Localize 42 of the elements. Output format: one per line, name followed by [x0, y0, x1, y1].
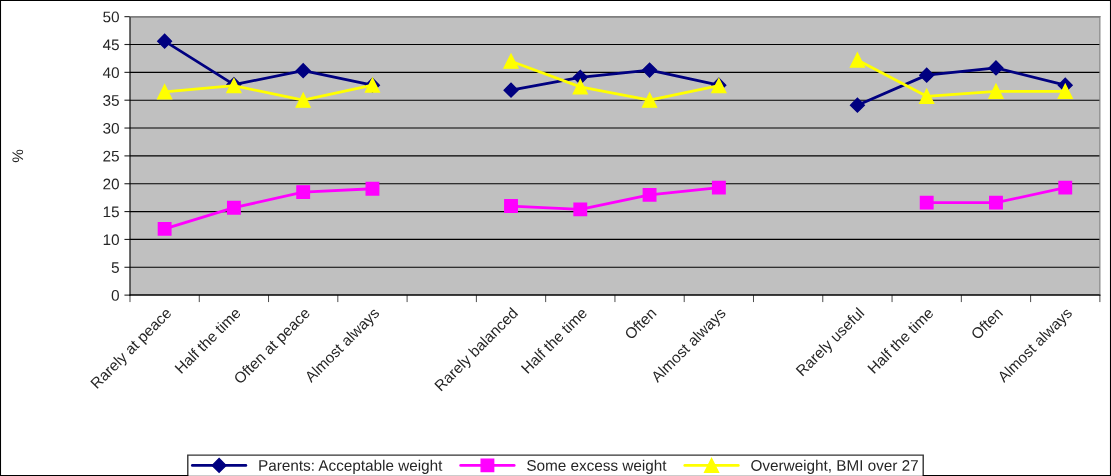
point [849, 52, 866, 68]
y-axis-title: % [12, 149, 24, 163]
point [365, 181, 380, 196]
point [295, 63, 311, 79]
legend-label: Parents: Acceptable weight [259, 459, 443, 474]
point [919, 67, 935, 83]
point [572, 79, 588, 95]
point [503, 82, 519, 98]
point [919, 88, 935, 104]
point [1057, 83, 1073, 99]
legend-label: Some excess weight [527, 459, 667, 474]
y-tick-label: 20 [103, 178, 119, 190]
point [295, 92, 311, 108]
legend-label: Overweight, BMI over 27 [751, 459, 918, 474]
point [919, 195, 934, 210]
y-tick-label: 40 [102, 67, 119, 79]
y-tick-label: 15 [103, 206, 119, 218]
y-tick-label: 30 [103, 122, 119, 134]
point [226, 200, 241, 215]
point [988, 83, 1004, 99]
point [573, 202, 588, 217]
y-tick-label: 50 [103, 11, 119, 23]
y-tick-label: 35 [103, 95, 119, 106]
point [642, 62, 658, 78]
y-tick-label: 10 [103, 234, 119, 246]
point [642, 187, 657, 202]
point [157, 33, 173, 49]
y-tick-label: 0 [111, 289, 119, 301]
point [849, 97, 865, 113]
y-tick-label: 45 [102, 39, 119, 51]
point [1058, 180, 1073, 195]
point [156, 84, 173, 100]
point [989, 195, 1003, 210]
point [503, 53, 519, 69]
point [504, 199, 518, 213]
point [157, 221, 172, 236]
point [988, 60, 1004, 76]
point [641, 92, 658, 108]
y-tick-label: 5 [111, 262, 119, 273]
point [296, 185, 311, 200]
y-tick-label: 25 [103, 150, 119, 162]
point [711, 180, 726, 195]
